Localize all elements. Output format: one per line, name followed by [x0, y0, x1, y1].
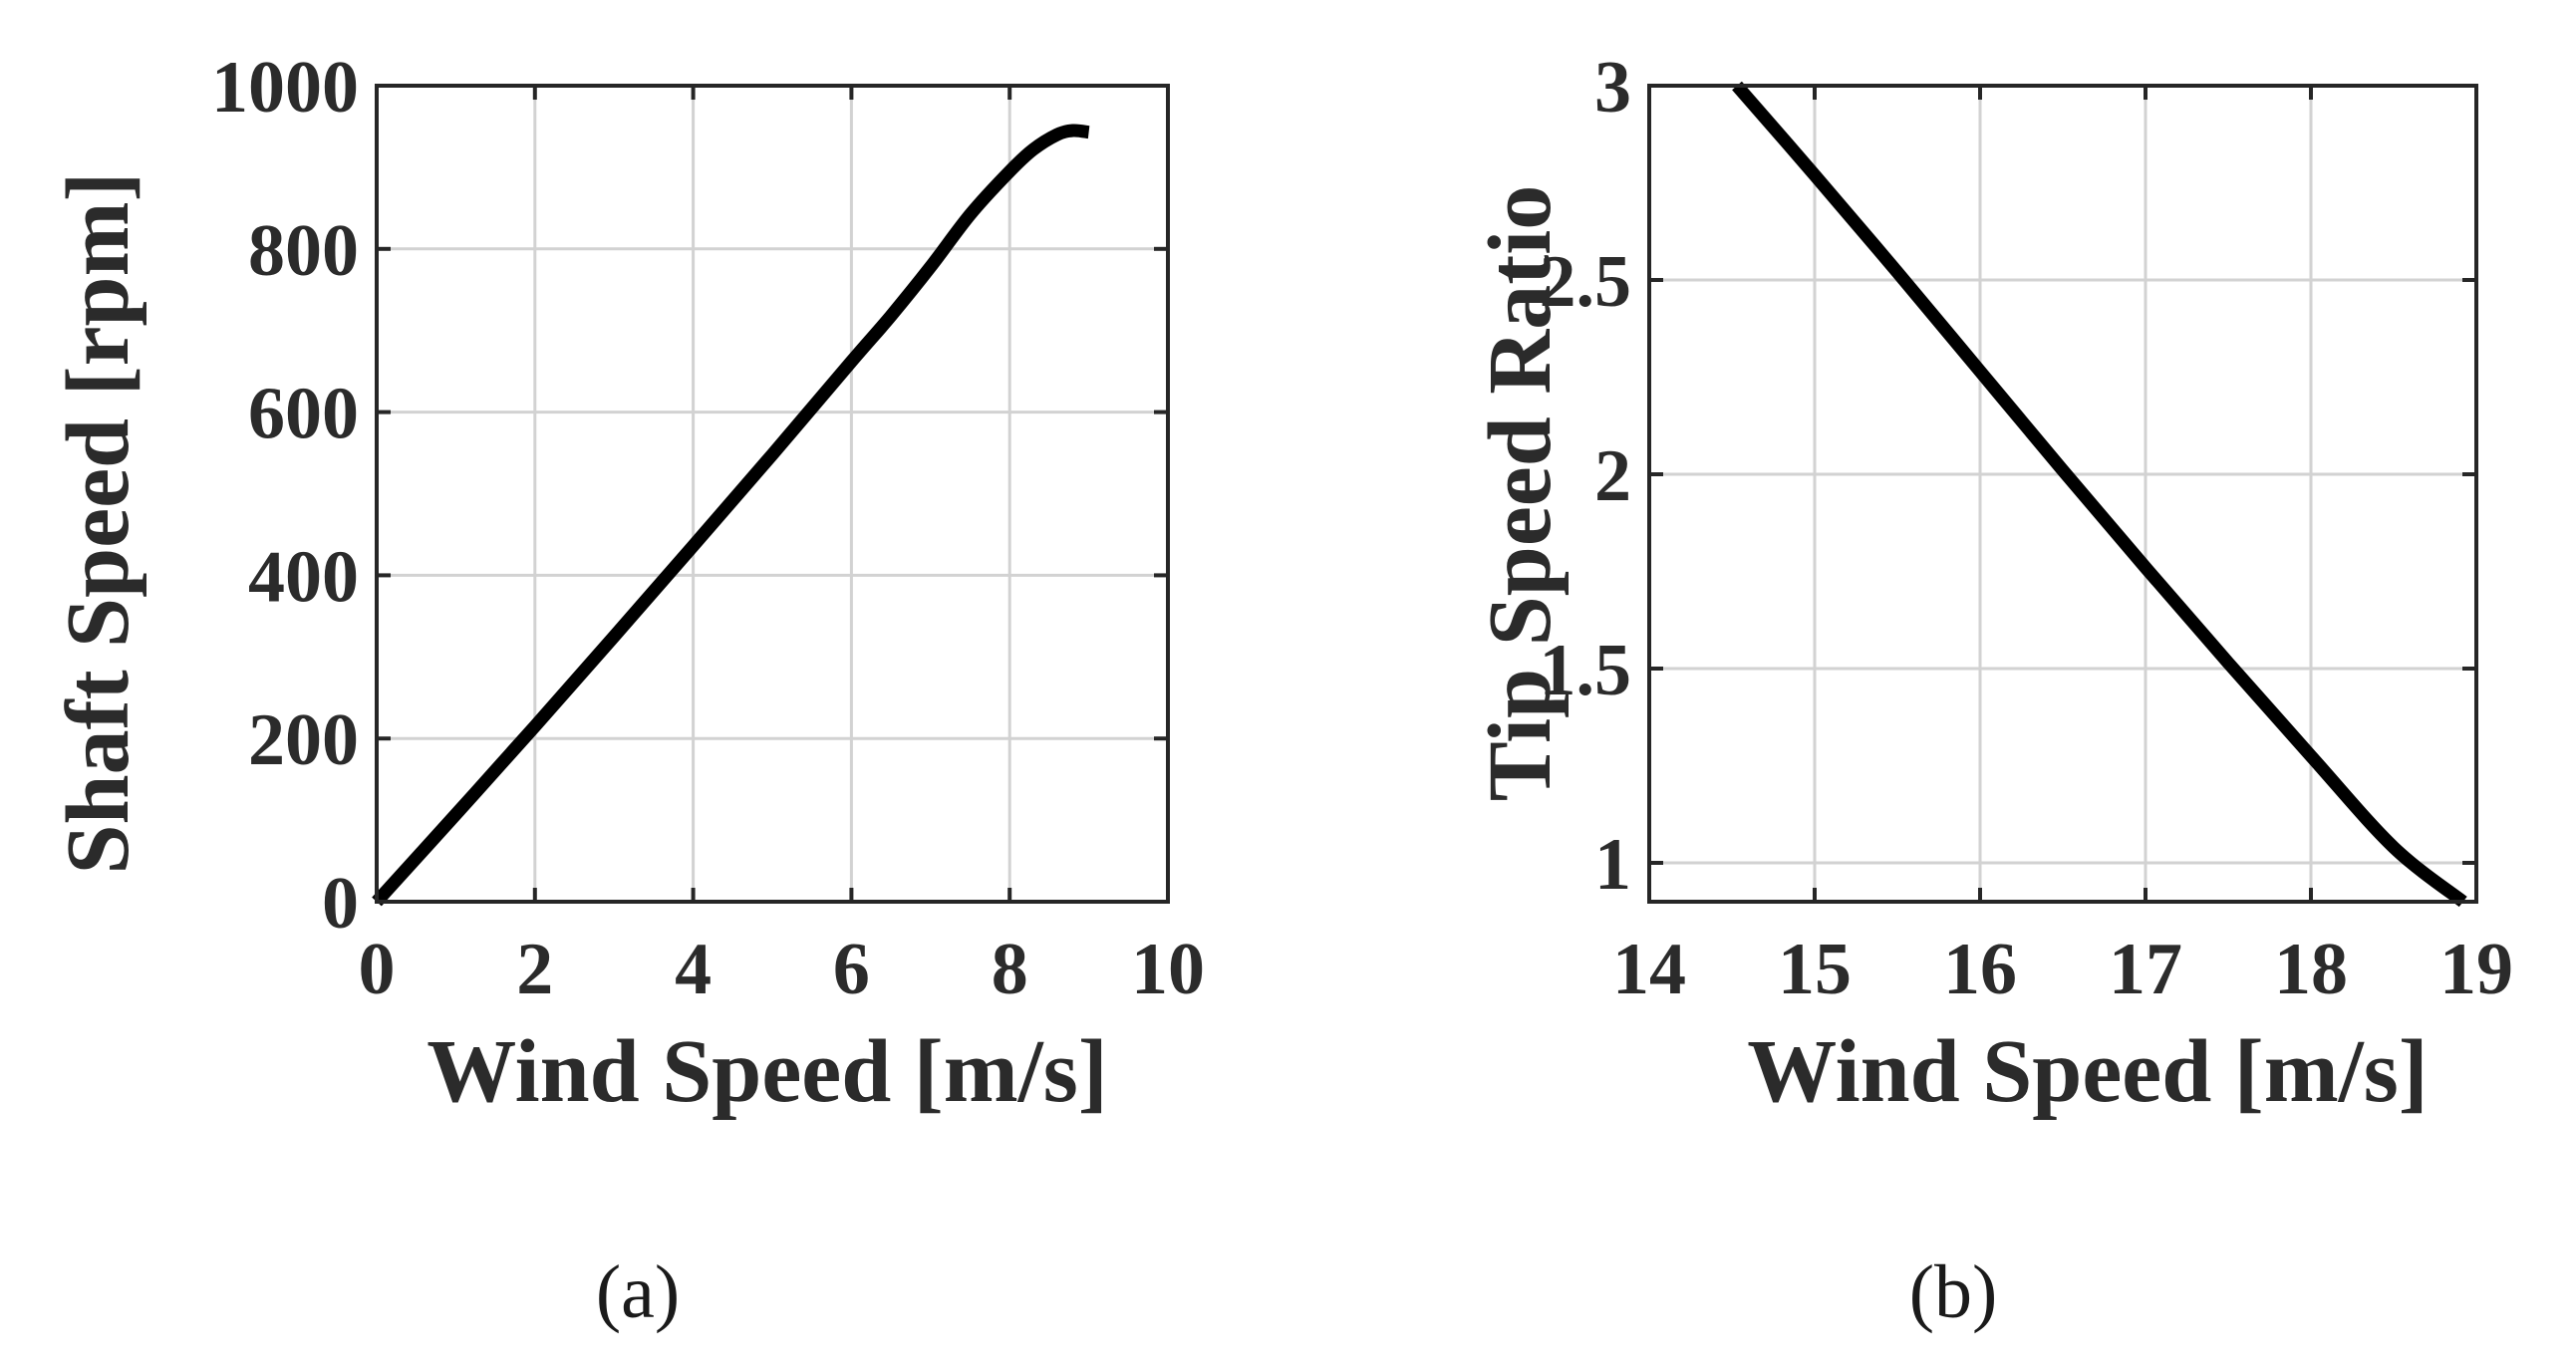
panel-a-axes-box	[375, 84, 1170, 904]
panel-b-grid	[1647, 84, 2478, 902]
panel-b-y-axis-label: Tip Speed Ratio	[1471, 185, 1570, 802]
panel-b-x-tick-label: 19	[2439, 929, 2513, 1010]
panel-b-x-tick-label: 14	[1612, 929, 1686, 1010]
panel-a-y-tick-label: 200	[248, 699, 359, 781]
panel-b-series	[1732, 81, 2467, 908]
panel-b-y-tick-label: 1	[1594, 824, 1631, 906]
panel-a-y-tick-label: 0	[322, 863, 359, 945]
panel-a-tick-labels: 0 2 4 6 8 10 0 200 400 600 800 1000	[211, 47, 1205, 1010]
panel-a-y-tick-label: 400	[248, 536, 359, 618]
panel-b-x-tick-label: 18	[2274, 929, 2348, 1010]
panel-a-y-tick-label: 1000	[211, 47, 359, 129]
panel-a-x-tick-label: 10	[1131, 929, 1205, 1010]
panel-b-y-tick-label: 3	[1594, 47, 1631, 129]
panel-a-x-tick-label: 0	[359, 929, 396, 1010]
panel-a-series-line	[372, 124, 1090, 907]
panel-b-series-line	[1732, 81, 2467, 908]
panel-a-x-tick-label: 8	[992, 929, 1028, 1010]
panel-b-caption: (b)	[1909, 1250, 1998, 1334]
panel-a-x-tick-label: 2	[516, 929, 553, 1010]
panel-a-ticks	[375, 84, 1170, 904]
panel-b-x-axis-label: Wind Speed [m/s]	[1747, 1022, 2428, 1121]
panel-a-x-tick-label: 4	[675, 929, 712, 1010]
panel-a-shaft-speed-chart: 0 2 4 6 8 10 0 200 400 600 800 1000 Wind Speed [m/s…	[49, 47, 1205, 1334]
panel-b-y-tick-label: 2.5	[1540, 241, 1632, 323]
panel-a-x-axis-label: Wind Speed [m/s]	[427, 1022, 1107, 1121]
panel-b-x-tick-label: 16	[1943, 929, 2017, 1010]
panel-b-axes-box	[1647, 84, 2478, 904]
panel-a-series	[372, 124, 1090, 907]
panel-a-caption: (a)	[596, 1250, 680, 1334]
panel-b-x-tick-label: 17	[2109, 929, 2182, 1010]
panel-a-y-tick-label: 600	[248, 374, 359, 455]
panel-b-y-tick-label: 1.5	[1540, 630, 1632, 711]
panel-a-x-tick-label: 6	[833, 929, 870, 1010]
panel-a-y-tick-label: 800	[248, 210, 359, 292]
panel-b-ticks	[1647, 84, 2478, 902]
panel-b-y-tick-label: 2	[1594, 435, 1631, 517]
panel-b-tick-labels: 14 15 16 17 18 19 1 1.5 2 2.5 3	[1540, 47, 2514, 1010]
panel-b-tip-speed-ratio-chart: 14 15 16 17 18 19 1 1.5 2 2.5 3 Wind Speed [m/s] T…	[1471, 47, 2513, 1334]
panel-a-y-axis-label: Shaft Speed [rpm]	[49, 171, 147, 874]
panel-b-x-tick-label: 15	[1778, 929, 1852, 1010]
